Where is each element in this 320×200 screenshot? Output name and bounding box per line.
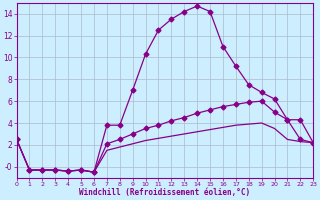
X-axis label: Windchill (Refroidissement éolien,°C): Windchill (Refroidissement éolien,°C) (79, 188, 251, 197)
